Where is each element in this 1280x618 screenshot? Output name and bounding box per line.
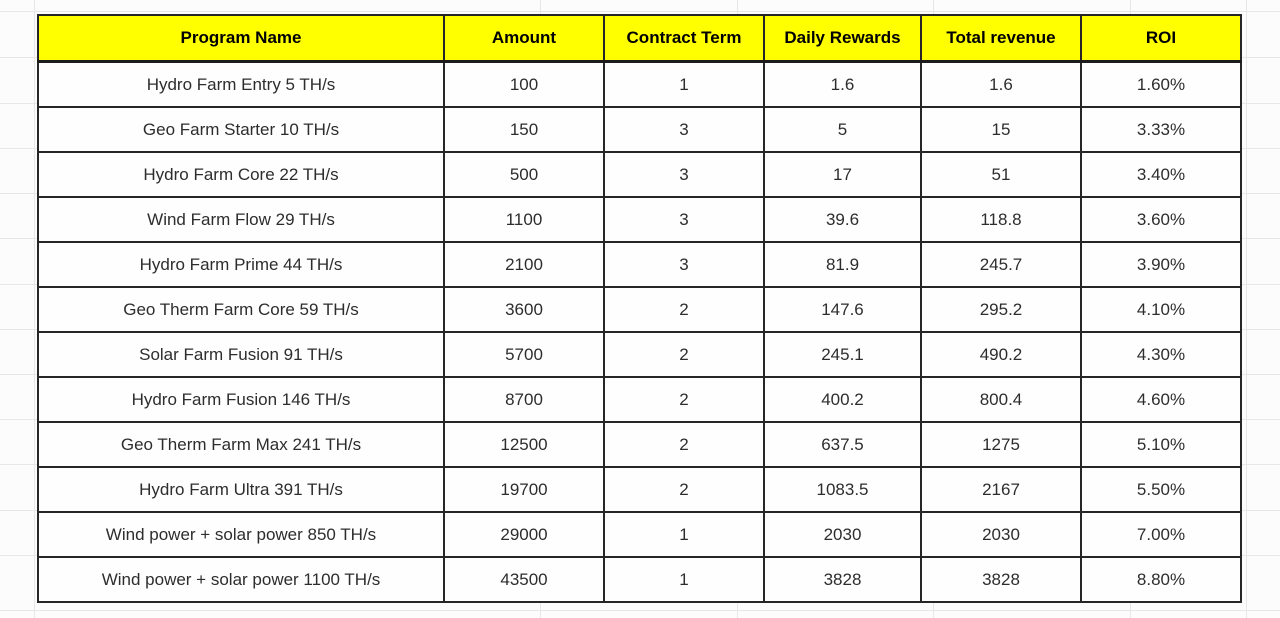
table-cell[interactable]: 3600	[443, 286, 605, 333]
table-cell[interactable]: 1.60%	[1080, 60, 1242, 108]
table-cell[interactable]: 3.60%	[1080, 196, 1242, 243]
table-cell[interactable]: 1275	[920, 421, 1082, 468]
table-cell[interactable]: 245.7	[920, 241, 1082, 288]
table-cell[interactable]: 100	[443, 60, 605, 108]
table-cell[interactable]: 637.5	[763, 421, 922, 468]
table-cell[interactable]: Hydro Farm Entry 5 TH/s	[37, 60, 445, 108]
column-header-contract-term[interactable]: Contract Term	[603, 14, 765, 63]
table-cell[interactable]: 2	[603, 331, 765, 378]
column-header-program-name[interactable]: Program Name	[37, 14, 445, 63]
table-cell[interactable]: 118.8	[920, 196, 1082, 243]
table-cell[interactable]: 1.6	[920, 60, 1082, 108]
table-row: Hydro Farm Entry 5 TH/s 100 1 1.6 1.6 1.60%	[37, 60, 1242, 108]
table-row: Hydro Farm Fusion 146 TH/s 8700 2 400.2 800.…	[37, 376, 1242, 423]
table-cell[interactable]: 295.2	[920, 286, 1082, 333]
table-body: Hydro Farm Entry 5 TH/s 100 1 1.6 1.6 1.60% Ge…	[37, 60, 1242, 603]
table-cell[interactable]: Wind power + solar power 1100 TH/s	[37, 556, 445, 603]
table-cell[interactable]: 12500	[443, 421, 605, 468]
column-header-total-revenue[interactable]: Total revenue	[920, 14, 1082, 63]
table-cell[interactable]: Hydro Farm Fusion 146 TH/s	[37, 376, 445, 423]
sheet-gridline-horizontal	[0, 610, 1280, 611]
table-cell[interactable]: 5.50%	[1080, 466, 1242, 513]
table-cell[interactable]: 3.40%	[1080, 151, 1242, 198]
table-cell[interactable]: 4.30%	[1080, 331, 1242, 378]
table-row: Hydro Farm Ultra 391 TH/s 19700 2 1083.5 216…	[37, 466, 1242, 513]
table-cell[interactable]: 2100	[443, 241, 605, 288]
table-cell[interactable]: Solar Farm Fusion 91 TH/s	[37, 331, 445, 378]
table-cell[interactable]: 2030	[920, 511, 1082, 558]
table-cell[interactable]: 3	[603, 151, 765, 198]
table-cell[interactable]: 2167	[920, 466, 1082, 513]
table-cell[interactable]: 1	[603, 60, 765, 108]
table-cell[interactable]: 150	[443, 106, 605, 153]
table-cell[interactable]: 3	[603, 106, 765, 153]
column-header-amount[interactable]: Amount	[443, 14, 605, 63]
table-cell[interactable]: 29000	[443, 511, 605, 558]
table-cell[interactable]: Geo Therm Farm Core 59 TH/s	[37, 286, 445, 333]
table-cell[interactable]: Hydro Farm Core 22 TH/s	[37, 151, 445, 198]
table-row: Wind power + solar power 1100 TH/s 43500 1…	[37, 556, 1242, 603]
table-row: Hydro Farm Prime 44 TH/s 2100 3 81.9 245.7 3.…	[37, 241, 1242, 288]
table-cell[interactable]: 7.00%	[1080, 511, 1242, 558]
table-cell[interactable]: 2	[603, 421, 765, 468]
table-cell[interactable]: Hydro Farm Prime 44 TH/s	[37, 241, 445, 288]
sheet-gridline-vertical	[34, 0, 35, 618]
table-row: Wind Farm Flow 29 TH/s 1100 3 39.6 118.8 3.60…	[37, 196, 1242, 243]
table-cell[interactable]: 8.80%	[1080, 556, 1242, 603]
table-cell[interactable]: 5.10%	[1080, 421, 1242, 468]
table-cell[interactable]: 3.90%	[1080, 241, 1242, 288]
column-header-daily-rewards[interactable]: Daily Rewards	[763, 14, 922, 63]
table-cell[interactable]: 43500	[443, 556, 605, 603]
table-cell[interactable]: 39.6	[763, 196, 922, 243]
table-cell[interactable]: 3	[603, 241, 765, 288]
table-cell[interactable]: 2	[603, 286, 765, 333]
table-cell[interactable]: 500	[443, 151, 605, 198]
table-cell[interactable]: 3	[603, 196, 765, 243]
table-cell[interactable]: 3828	[763, 556, 922, 603]
column-header-roi[interactable]: ROI	[1080, 14, 1242, 63]
table-cell[interactable]: 1.6	[763, 60, 922, 108]
header-row: Program Name Amount Contract Term Daily …	[37, 14, 1242, 63]
table-cell[interactable]: 15	[920, 106, 1082, 153]
table-cell[interactable]: 5700	[443, 331, 605, 378]
table-cell[interactable]: Hydro Farm Ultra 391 TH/s	[37, 466, 445, 513]
table-cell[interactable]: Geo Therm Farm Max 241 TH/s	[37, 421, 445, 468]
table-cell[interactable]: 2	[603, 376, 765, 423]
table-cell[interactable]: 490.2	[920, 331, 1082, 378]
sheet-gridline-vertical	[1246, 0, 1247, 618]
table-cell[interactable]: 1	[603, 556, 765, 603]
table-row: Wind power + solar power 850 TH/s 29000 1 2…	[37, 511, 1242, 558]
table-cell[interactable]: 5	[763, 106, 922, 153]
pricing-table: Program Name Amount Contract Term Daily …	[37, 14, 1242, 603]
table-cell[interactable]: 8700	[443, 376, 605, 423]
table-cell[interactable]: 1100	[443, 196, 605, 243]
table-row: Geo Therm Farm Core 59 TH/s 3600 2 147.6 295…	[37, 286, 1242, 333]
table-cell[interactable]: 1	[603, 511, 765, 558]
table-cell[interactable]: 2030	[763, 511, 922, 558]
table-cell[interactable]: 4.10%	[1080, 286, 1242, 333]
table-cell[interactable]: 800.4	[920, 376, 1082, 423]
table-cell[interactable]: 245.1	[763, 331, 922, 378]
table-row: Geo Farm Starter 10 TH/s 150 3 5 15 3.33%	[37, 106, 1242, 153]
table-cell[interactable]: Geo Farm Starter 10 TH/s	[37, 106, 445, 153]
table-cell[interactable]: 4.60%	[1080, 376, 1242, 423]
table-cell[interactable]: 1083.5	[763, 466, 922, 513]
table-cell[interactable]: 3828	[920, 556, 1082, 603]
table-cell[interactable]: 19700	[443, 466, 605, 513]
table-cell[interactable]: 147.6	[763, 286, 922, 333]
table-cell[interactable]: Wind Farm Flow 29 TH/s	[37, 196, 445, 243]
sheet-gridline-horizontal	[0, 11, 1280, 12]
table-cell[interactable]: 2	[603, 466, 765, 513]
table-row: Geo Therm Farm Max 241 TH/s 12500 2 637.5 12…	[37, 421, 1242, 468]
table-cell[interactable]: 400.2	[763, 376, 922, 423]
table-cell[interactable]: 3.33%	[1080, 106, 1242, 153]
table-cell[interactable]: Wind power + solar power 850 TH/s	[37, 511, 445, 558]
table-cell[interactable]: 81.9	[763, 241, 922, 288]
table-cell[interactable]: 51	[920, 151, 1082, 198]
table-row: Hydro Farm Core 22 TH/s 500 3 17 51 3.40%	[37, 151, 1242, 198]
table-row: Solar Farm Fusion 91 TH/s 5700 2 245.1 490.2…	[37, 331, 1242, 378]
table-cell[interactable]: 17	[763, 151, 922, 198]
